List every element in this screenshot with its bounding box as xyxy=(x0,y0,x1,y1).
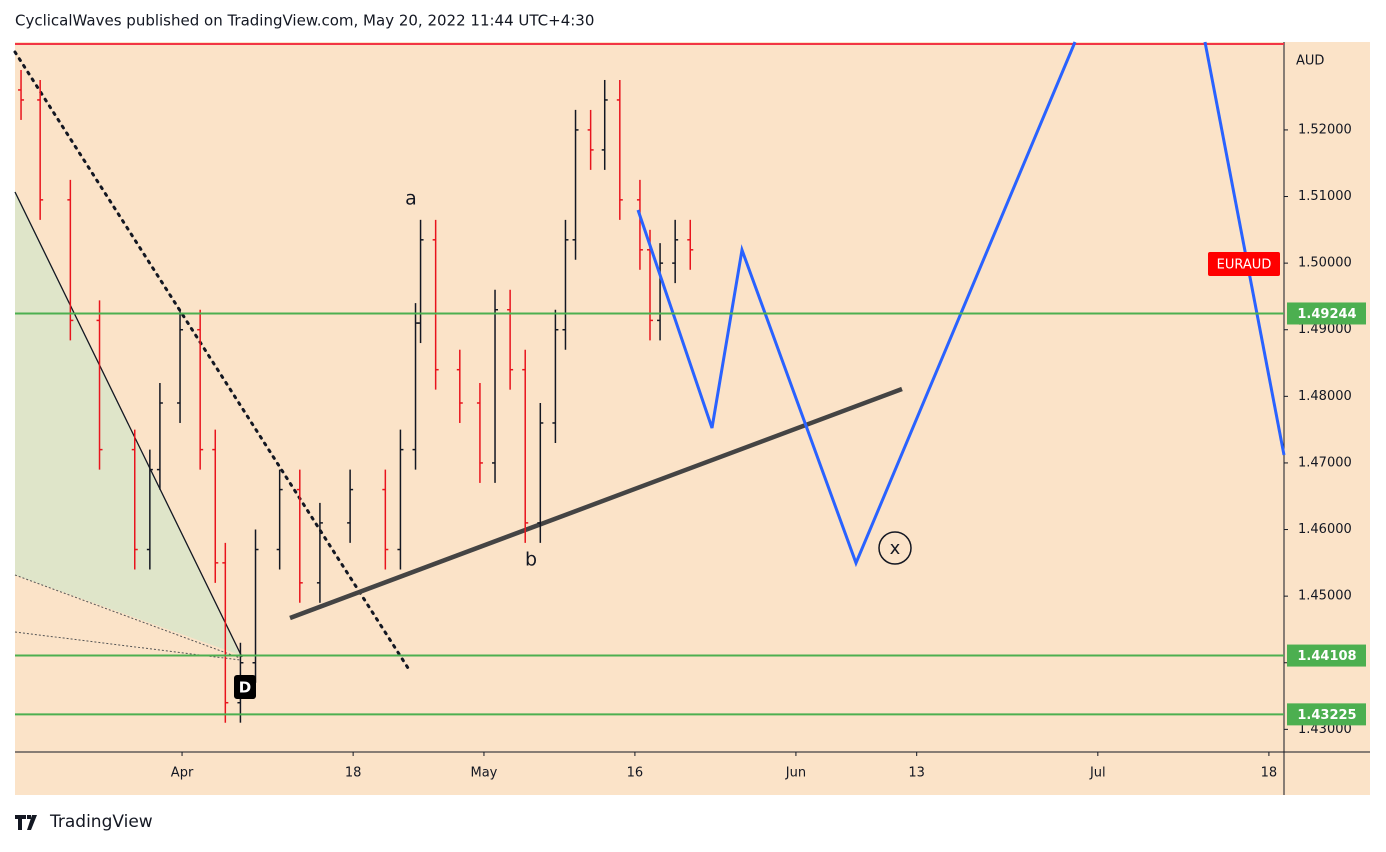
x-tick-label: Jun xyxy=(785,766,806,781)
x-tick-label: 18 xyxy=(1261,766,1278,781)
price-bars xyxy=(18,69,694,723)
header: CyclicalWaves published on TradingView.c… xyxy=(15,12,594,30)
level-label: 1.43225 xyxy=(1297,708,1356,723)
dotted-trend-line xyxy=(13,50,410,670)
level-label: 1.44108 xyxy=(1297,649,1356,664)
trend-line xyxy=(14,191,243,658)
y-tick-label: 1.52000 xyxy=(1298,122,1352,137)
x-tick-label: May xyxy=(471,766,498,781)
y-tick-label: 1.46000 xyxy=(1298,522,1352,537)
y-tick-label: 1.49000 xyxy=(1298,322,1352,337)
level-badge xyxy=(1287,644,1366,667)
logo xyxy=(15,815,37,830)
symbol-badge xyxy=(1208,252,1280,276)
y-tick-label: 1.47000 xyxy=(1298,455,1352,470)
pattern-label: D xyxy=(239,679,251,697)
y-tick-label: 1.48000 xyxy=(1298,389,1352,404)
x-tick-label: 16 xyxy=(627,766,644,781)
y-tick-label: 1.45000 xyxy=(1298,589,1352,604)
wave-circle xyxy=(878,531,912,565)
pattern-badge xyxy=(234,675,256,699)
projection xyxy=(1203,41,1286,456)
level-badge xyxy=(1287,302,1366,325)
support-line xyxy=(289,386,903,621)
axes: 1.430001.440001.450001.460001.470001.480… xyxy=(15,122,1366,781)
level-label: 1.49244 xyxy=(1297,307,1356,322)
wave-label: b xyxy=(525,549,537,571)
y-tick-label: 1.50000 xyxy=(1298,256,1352,271)
currency-label: AUD xyxy=(1296,54,1324,69)
level-badge xyxy=(1287,703,1366,726)
y-tick-label: 1.51000 xyxy=(1298,189,1352,204)
x-tick-label: 13 xyxy=(908,766,925,781)
x-tick-label: Apr xyxy=(171,766,194,781)
footer: TradingView xyxy=(49,812,153,832)
x-tick-label: 18 xyxy=(345,766,362,781)
symbol-label: EURAUD xyxy=(1217,258,1272,273)
wave-label: x xyxy=(890,538,901,559)
y-tick-label: 1.43000 xyxy=(1298,722,1352,737)
x-tick-label: Jul xyxy=(1089,766,1106,781)
wave-label: a xyxy=(405,188,417,210)
chart-area xyxy=(15,42,1370,795)
projection xyxy=(636,41,1077,568)
